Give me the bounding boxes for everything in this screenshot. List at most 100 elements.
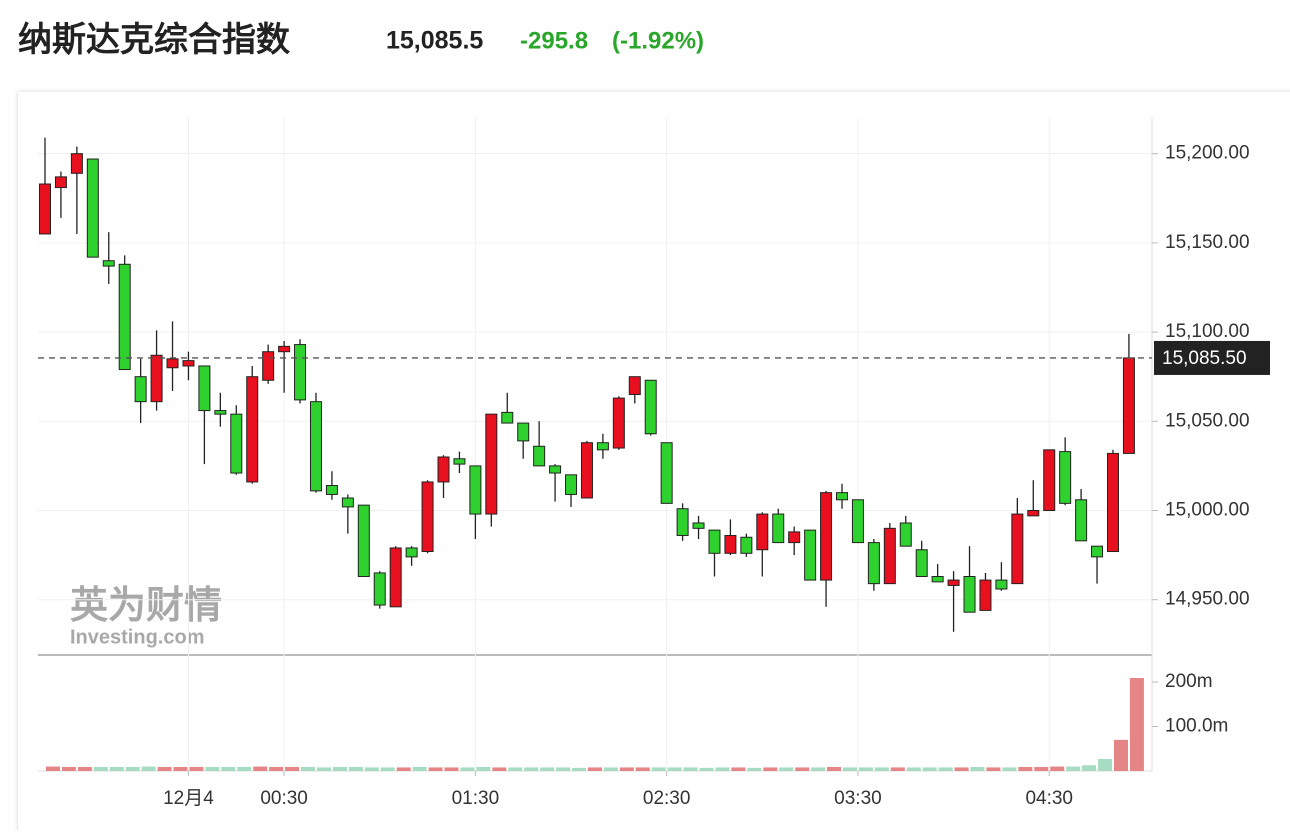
volume-bar <box>763 767 778 771</box>
volume-bar <box>205 766 220 771</box>
change-pct: (-1.92%) <box>612 27 704 54</box>
candle-body <box>373 572 386 606</box>
volume-bar <box>492 767 507 771</box>
volume-bar <box>906 767 921 771</box>
candle-body <box>628 376 641 396</box>
last-price-box <box>1154 340 1270 375</box>
candle-body <box>851 499 864 544</box>
y-tick-label: 15,200.00 <box>1165 143 1250 164</box>
volume-bar <box>1098 758 1113 771</box>
volume-bar <box>747 767 762 771</box>
candle-body <box>772 513 785 544</box>
volume-bar <box>157 766 172 771</box>
volume-bar <box>603 767 618 771</box>
candle-body <box>533 445 546 467</box>
volume-bar <box>428 767 443 771</box>
candle-body <box>182 360 195 367</box>
candle-body <box>1091 545 1104 558</box>
candle-body <box>820 492 833 581</box>
candle-body <box>150 354 163 403</box>
volume-bar <box>269 766 284 771</box>
candle-body <box>549 465 562 474</box>
candle-body <box>676 508 689 536</box>
candle-body <box>54 176 67 189</box>
candle-body <box>565 474 578 495</box>
candle-body <box>246 376 259 483</box>
candle-body <box>612 397 625 449</box>
volume-bar <box>1034 766 1049 771</box>
volume-bar <box>986 767 1001 771</box>
candle-body <box>421 481 434 553</box>
candle-body <box>963 576 976 613</box>
volume-bar <box>683 767 698 771</box>
volume-bar <box>779 767 794 771</box>
candle-body <box>501 411 514 424</box>
candle-body <box>517 422 530 442</box>
candle-body <box>899 522 912 547</box>
volume-bar <box>141 766 156 771</box>
price: 15,085.5 <box>386 27 483 55</box>
volume-bar <box>173 766 188 771</box>
candle-body <box>883 527 896 585</box>
candle-body <box>405 547 418 558</box>
candle-body <box>1011 513 1024 585</box>
y-tick-label: 14,950.00 <box>1165 589 1250 610</box>
volume-bar <box>77 766 92 771</box>
volume-bar <box>922 767 937 771</box>
candle-body <box>1106 452 1119 553</box>
volume-bar <box>93 766 108 771</box>
candle-body <box>979 579 992 611</box>
volume-bar <box>890 767 905 771</box>
volume-bar <box>540 767 555 771</box>
volume-bar <box>1002 767 1017 771</box>
watermark-title: 英为财情 <box>70 585 222 627</box>
volume-bar <box>253 766 268 771</box>
volume-bar <box>1113 739 1128 771</box>
volume-bar <box>380 767 395 771</box>
volume-bar <box>1050 766 1065 771</box>
candle-body <box>836 492 848 501</box>
candle-body <box>453 458 466 465</box>
candle-body <box>644 379 657 435</box>
volume-bar <box>1082 765 1097 771</box>
candle-body <box>134 376 147 403</box>
chart-panel <box>18 92 1290 835</box>
candle-body <box>437 456 450 483</box>
volume-bar <box>731 767 746 771</box>
volume-tick-label: 100.0m <box>1165 716 1228 737</box>
candle-body <box>708 529 721 554</box>
candle-body <box>995 579 1008 590</box>
candle-body <box>915 549 928 578</box>
watermark-brand: Investing.com <box>70 626 204 648</box>
candle-body <box>740 536 753 554</box>
volume-bar <box>715 767 730 771</box>
title: 纳斯达克综合指数 <box>18 21 290 59</box>
volume-bar <box>858 767 873 771</box>
volume-bar <box>237 766 252 771</box>
volume-bar <box>460 767 475 771</box>
volume-bar <box>699 767 714 771</box>
volume-bar <box>874 767 889 771</box>
candle-body <box>804 529 817 581</box>
volume-bar <box>189 766 204 771</box>
candle-body <box>102 260 115 267</box>
candle-body <box>70 153 83 174</box>
volume-bar <box>1066 766 1081 771</box>
volume-bar <box>412 766 427 771</box>
volume-bar <box>125 766 140 771</box>
x-tick-label: 02:30 <box>643 788 691 809</box>
candle-body <box>325 485 338 495</box>
volume-bar <box>1129 678 1144 771</box>
volume-bar <box>827 766 842 771</box>
volume-bar <box>332 766 347 771</box>
x-tick-label: 00:30 <box>260 788 308 809</box>
candle-body <box>166 358 179 369</box>
y-tick-label: 15,050.00 <box>1165 410 1250 431</box>
volume-bar <box>508 767 523 771</box>
x-tick-label: 01:30 <box>452 788 500 809</box>
volume-bar <box>348 766 363 771</box>
x-tick-label: 03:30 <box>834 788 882 809</box>
candle-body <box>788 531 801 544</box>
candle-body <box>596 442 609 451</box>
